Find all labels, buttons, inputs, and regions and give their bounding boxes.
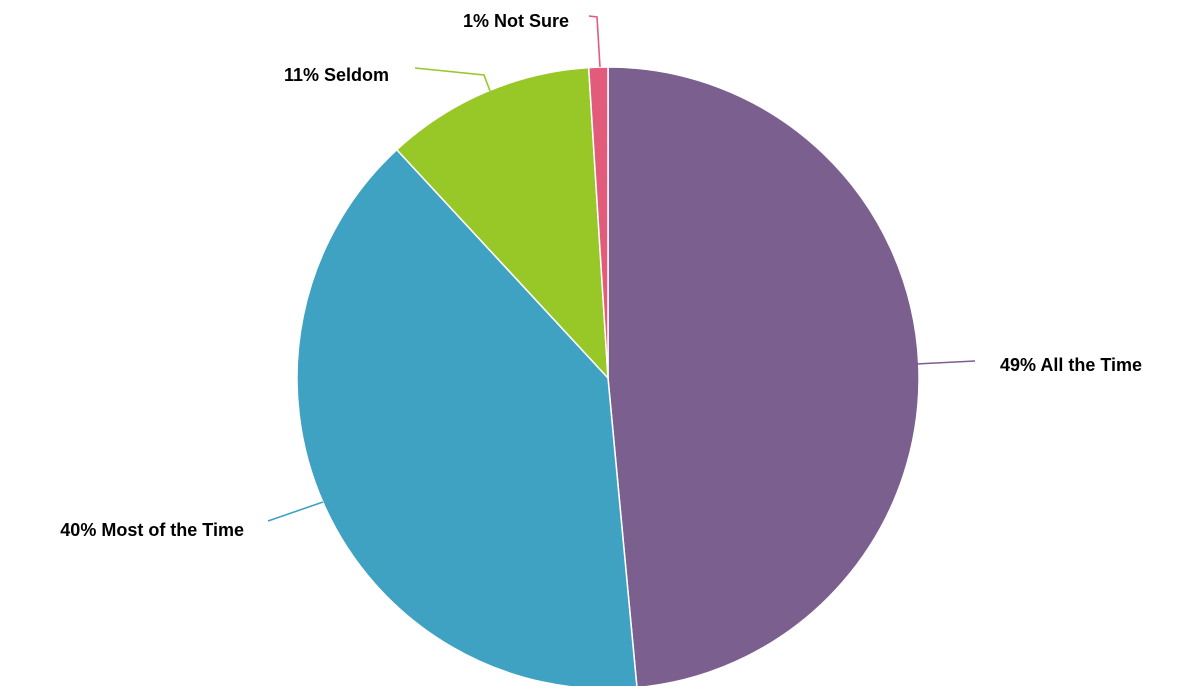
pie-slices: [296, 66, 920, 690]
leader-line-all-the-time: [915, 360, 976, 365]
pie-slice-not-sure: [587, 66, 609, 379]
pie-slice-most-of-the-time: [296, 148, 638, 690]
leader-lines: [267, 15, 976, 522]
leader-line-not-sure: [588, 15, 601, 68]
leader-line-most-of-the-time: [267, 501, 324, 522]
leader-line-seldom: [414, 67, 491, 92]
pie-slice-seldom: [395, 66, 609, 381]
slice-label-not-sure: 1% Not Sure: [463, 11, 569, 31]
slice-label-most-of-the-time: 40% Most of the Time: [60, 520, 244, 540]
slice-label-seldom: 11% Seldom: [284, 65, 389, 85]
slice-label-all-the-time: 49% All the Time: [1000, 355, 1142, 375]
pie-slice-all-the-time: [607, 66, 920, 689]
slice-labels: 49% All the Time 40% Most of the Time 11% …: [60, 11, 1142, 540]
